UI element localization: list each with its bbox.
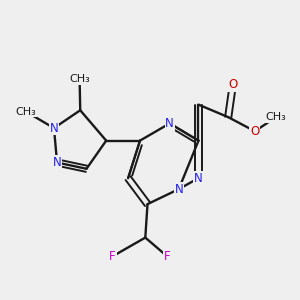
Text: CH₃: CH₃	[69, 74, 90, 84]
Text: N: N	[53, 156, 62, 169]
Text: O: O	[228, 78, 238, 91]
Text: CH₃: CH₃	[266, 112, 286, 122]
Text: F: F	[109, 250, 116, 263]
Text: N: N	[50, 122, 58, 135]
Text: N: N	[174, 183, 183, 196]
Text: CH₃: CH₃	[15, 106, 36, 116]
Text: N: N	[194, 172, 203, 185]
Text: F: F	[164, 250, 170, 263]
Text: N: N	[165, 117, 174, 130]
Text: O: O	[250, 125, 260, 138]
